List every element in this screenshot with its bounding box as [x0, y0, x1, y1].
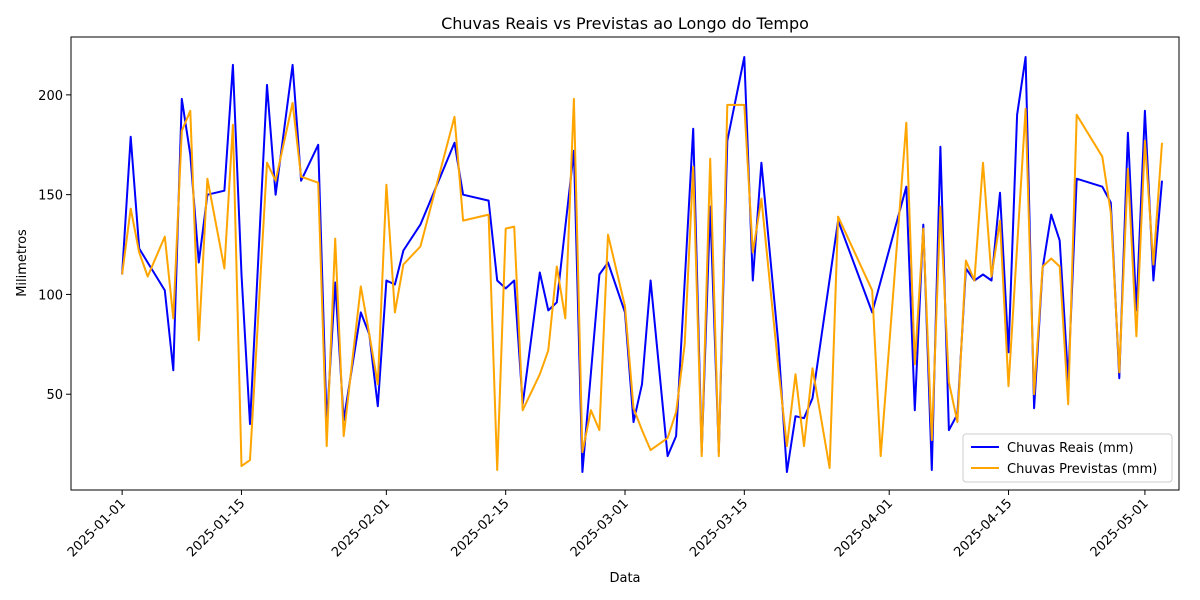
chart-title: Chuvas Reais vs Previstas ao Longo do Te…	[441, 14, 809, 33]
x-tick-label: 2025-03-01	[568, 496, 632, 560]
legend-label-chuvas-previstas: Chuvas Previstas (mm)	[1007, 462, 1157, 477]
x-tick-label: 2025-03-15	[687, 496, 751, 560]
x-tick-label: 2025-04-15	[951, 496, 1015, 560]
legend-box	[962, 433, 1173, 483]
x-axis-title: Data	[609, 571, 640, 586]
series-line-chuvas-previstas	[121, 97, 1163, 471]
y-tick-label: 150	[38, 189, 63, 204]
x-tick-label: 2025-04-01	[832, 496, 896, 560]
legend-label-chuvas-reais: Chuvas Reais (mm)	[1007, 441, 1134, 456]
x-tick-label: 2025-02-01	[329, 496, 393, 560]
x-tick-label: 2025-05-01	[1088, 496, 1152, 560]
y-tick-label: 200	[38, 89, 63, 104]
y-axis: 50 100 150 200	[38, 89, 71, 403]
y-tick-label: 100	[38, 288, 63, 303]
x-tick-label: 2025-02-15	[448, 496, 512, 560]
x-tick-label: 2025-01-01	[65, 496, 129, 560]
y-axis-title: Milimetros	[15, 229, 30, 297]
x-tick-label: 2025-01-15	[184, 496, 248, 560]
legend: Chuvas Reais (mm) Chuvas Previstas (mm)	[962, 433, 1173, 483]
y-tick-label: 50	[46, 388, 63, 403]
series-line-chuvas-reais	[121, 56, 1163, 473]
x-axis: 2025-01-01 2025-01-15 2025-02-01 2025-02-15…	[65, 490, 1152, 560]
series-layer	[121, 56, 1163, 473]
